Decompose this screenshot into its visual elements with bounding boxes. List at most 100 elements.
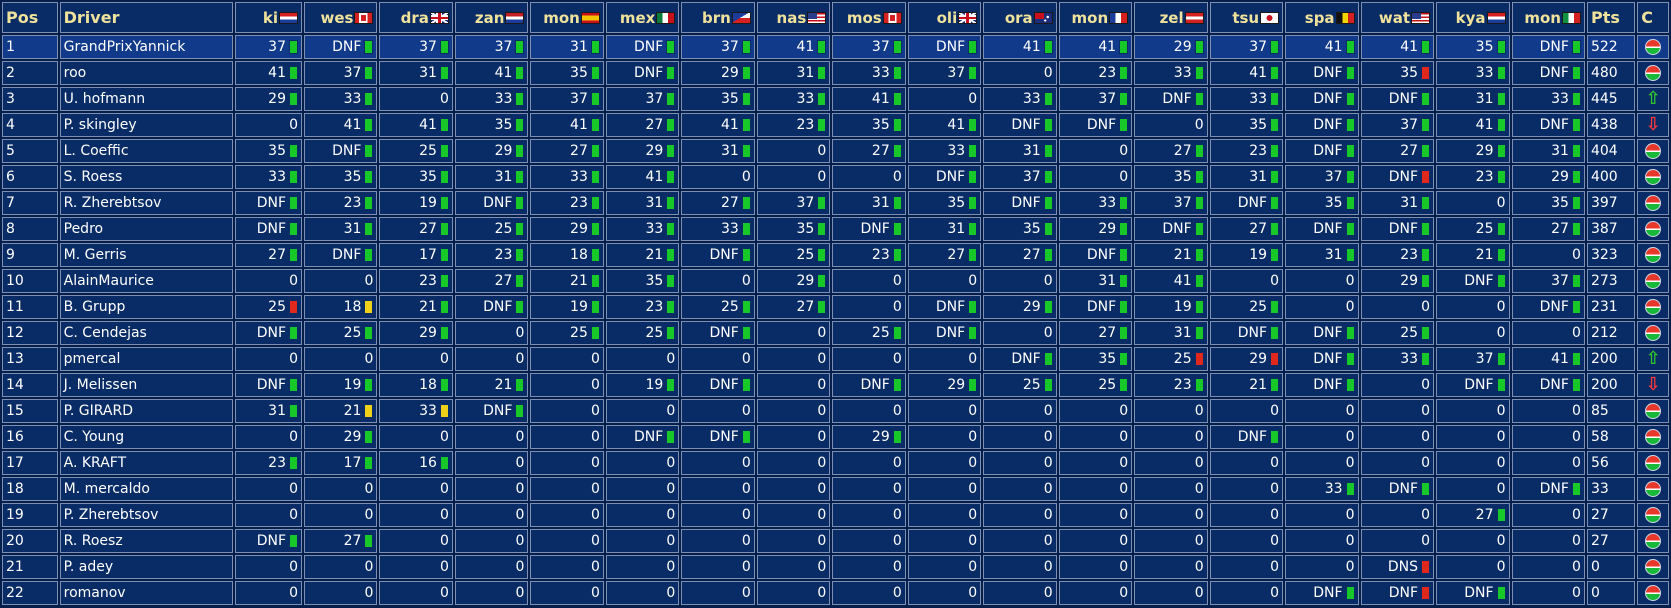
result-cell: 0 [454,503,529,527]
status-green-marker-icon [1571,352,1581,366]
result-value: 0 [1119,533,1129,549]
pts-header[interactable]: Pts [1586,2,1636,33]
result-cell: 0 [756,373,831,397]
table-row[interactable]: 16 C. Young 0 29 0 0 0 DNF DNF 0 29 0 0 0 0 DNF 0 0 0 0 58 [2,425,1669,449]
table-row[interactable]: 10 AlainMaurice 0 0 23 27 21 35 0 29 0 0 0 31 41 0 0 29 DN… [2,269,1669,293]
result-value: 0 [1572,507,1581,523]
points-cell: 212 [1586,321,1636,345]
table-row[interactable]: 4 P. skingley 0 41 41 35 41 27 41 23 35 41 DNF DNF 0 35… [2,113,1669,137]
result-value: 0 [817,429,827,445]
result-cell: 29 [605,139,680,163]
result-cell: 0 [756,139,831,163]
driver-name: A. KRAFT [59,451,233,475]
result-value: 0 [1194,585,1204,601]
driver-header[interactable]: Driver [59,2,233,33]
table-row[interactable]: 12 C. Cendejas DNF 25 29 0 25 25 DNF 0 25 DNF 0 27 31 D… [2,321,1669,345]
race-header[interactable]: wes [304,2,378,33]
table-row[interactable]: 13 pmercal 0 0 0 0 0 0 0 0 0 0 DNF 35 25 29 DNF 33 37 41 200… [2,347,1669,371]
race-code: tsu [1232,8,1260,27]
status-green-marker-icon [1194,170,1204,184]
result-cell: 0 [1285,399,1359,423]
status-green-marker-icon [1496,66,1506,80]
race-header[interactable]: mon [1511,2,1585,33]
result-cell: 0 [530,581,604,605]
status-green-marker-icon [1043,40,1053,54]
race-header[interactable]: spa [1285,2,1359,33]
table-row[interactable]: 5 L. Coeffic 35 DNF 25 29 27 29 31 0 27 33 31 0 27 23 DN… [2,139,1669,163]
points-cell: 27 [1586,529,1636,553]
table-row[interactable]: 1 GrandPrixYannick 37 DNF 37 37 31 DNF 37 41 37 DNF… [2,35,1669,59]
status-green-marker-icon [1345,118,1355,132]
result-value: 0 [1043,481,1053,497]
result-cell: 25 [1436,217,1510,241]
table-row[interactable]: 15 P. GIRARD 31 21 33 DNF 0 0 0 0 0 0 0 0 0 0 0 0 0 0 85 [2,399,1669,423]
race-header[interactable]: tsu [1209,2,1284,33]
table-row[interactable]: 18 M. mercaldo 0 0 0 0 0 0 0 0 0 0 0 0 0 0 33 DNF 0 DNF 33 [2,477,1669,501]
result-cell: 29 [681,61,755,85]
result-cell: DNF [1209,191,1284,215]
change-header[interactable]: C [1637,2,1669,33]
table-row[interactable]: 14 J. Melissen DNF 19 18 21 0 19 DNF 0 DNF 29 25 25 23… [2,373,1669,397]
table-row[interactable]: 11 B. Grupp 25 18 21 DNF 19 23 25 27 0 DNF 29 DNF 19 25… [2,295,1669,319]
result-value: 0 [1496,403,1506,419]
result-cell: 0 [379,347,453,371]
race-header[interactable]: kya [1436,2,1510,33]
table-row[interactable]: 6 S. Roess 33 35 35 31 33 41 0 0 0 DNF 37 0 35 31 37 DNF 2… [2,165,1669,189]
race-header[interactable]: wat [1360,2,1435,33]
status-green-marker-icon [1194,66,1204,80]
result-cell: 0 [756,477,831,501]
race-header[interactable]: dra [379,2,453,33]
result-cell: 0 [681,399,755,423]
status-green-marker-icon [892,378,902,392]
table-row[interactable]: 22 romanov 0 0 0 0 0 0 0 0 0 0 0 0 0 0 DNF DNF DNF 0 0 [2,581,1669,605]
status-green-marker-icon [666,66,676,80]
race-header[interactable]: brn [681,2,755,33]
race-header[interactable]: zan [454,2,529,33]
result-value: 17 [419,247,437,263]
arrow-down-icon: ⇩ [1645,374,1661,395]
result-value: DNF [483,299,513,315]
race-header[interactable]: ki [234,2,302,33]
result-value: DNF [332,39,362,55]
race-header[interactable]: oli [907,2,982,33]
table-row[interactable]: 17 A. KRAFT 23 17 16 0 0 0 0 0 0 0 0 0 0 0 0 0 0 0 56 [2,451,1669,475]
table-row[interactable]: 19 P. Zherebtsov 0 0 0 0 0 0 0 0 0 0 0 0 0 0 0 0 27 0 27 [2,503,1669,527]
table-row[interactable]: 21 P. adey 0 0 0 0 0 0 0 0 0 0 0 0 0 0 0 DNS 0 0 0 [2,555,1669,579]
race-header[interactable]: mos [832,2,906,33]
table-row[interactable]: 7 R. Zherebtsov DNF 23 19 DNF 23 31 27 37 31 35 DNF 3… [2,191,1669,215]
result-cell: 0 [234,347,302,371]
result-value: DNF [1313,325,1343,341]
status-red-marker-icon [1421,586,1431,600]
table-row[interactable]: 2 roo 41 37 31 41 35 DNF 29 31 33 37 0 23 33 41 DNF 35 33 D… [2,61,1669,85]
table-row[interactable]: 8 Pedro DNF 31 27 25 29 33 33 35 DNF 31 35 29 DNF 27 DNF… [2,217,1669,241]
status-green-marker-icon [590,300,600,314]
result-value: 37 [1400,117,1419,133]
result-cell: 0 [605,581,680,605]
table-row[interactable]: 3 U. hofmann 29 33 0 33 37 37 35 33 41 0 33 37 DNF 33 DN… [2,87,1669,111]
status-green-marker-icon [1043,118,1053,132]
race-header[interactable]: mex [605,2,680,33]
race-header[interactable]: ora [983,2,1057,33]
race-header[interactable]: mon [530,2,604,33]
race-header[interactable]: mon [1058,2,1133,33]
status-green-marker-icon [364,456,374,470]
result-cell: 0 [530,477,604,501]
result-value: 0 [289,351,298,367]
table-row[interactable]: 9 M. Gerris 27 DNF 17 23 18 21 DNF 25 23 27 27 DNF 21 1… [2,243,1669,267]
result-cell: 0 [530,373,604,397]
pos-header[interactable]: Pos [2,2,58,33]
race-header[interactable]: nas [756,2,831,33]
result-value: 25 [645,325,664,341]
result-value: 41 [1249,65,1268,81]
table-row[interactable]: 20 R. Roesz DNF 27 0 0 0 0 0 0 0 0 0 0 0 0 0 0 0 0 27 [2,529,1669,553]
points-cell: 323 [1586,243,1636,267]
result-cell: 31 [454,165,529,189]
race-header[interactable]: zel [1134,2,1208,33]
result-cell: 23 [832,243,906,267]
status-green-marker-icon [1119,118,1129,132]
result-value: 35 [268,143,286,159]
result-cell: DNF [454,399,529,423]
change-cell: ⇧ [1637,87,1669,111]
result-value: DNF [256,533,286,549]
